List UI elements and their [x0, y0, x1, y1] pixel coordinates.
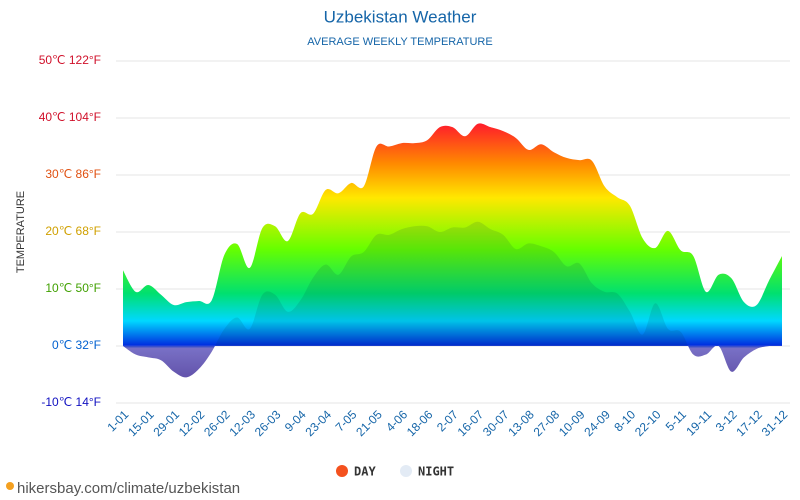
x-tick-label: 19-11	[683, 407, 714, 438]
x-tick-label: 21-05	[353, 407, 385, 439]
x-tick-label: 31-12	[759, 407, 791, 439]
x-tick-label: 12-02	[176, 407, 208, 439]
area-shade-1	[123, 221, 782, 378]
x-tick-label: 30-07	[480, 407, 512, 439]
legend-marker	[400, 465, 412, 477]
x-tick-label: 17-12	[733, 407, 765, 439]
x-tick-label: 24-09	[581, 407, 613, 439]
x-tick-label: 26-02	[201, 407, 233, 439]
x-tick-label: 12-03	[226, 407, 258, 439]
x-tick-label: 26-03	[252, 407, 284, 439]
legend-marker	[336, 465, 348, 477]
area-1	[123, 221, 782, 378]
x-tick-label: 18-06	[404, 407, 436, 439]
x-tick-label: 13-08	[505, 407, 537, 439]
y-tick-label: 40℃ 104°F	[39, 110, 101, 124]
x-tick-label: 22-10	[632, 407, 664, 439]
x-tick-label: 23-04	[303, 407, 335, 439]
y-tick-label: 0℃ 32°F	[52, 338, 101, 352]
source: hikersbay.com/climate/uzbekistan	[6, 480, 240, 497]
y-tick-label: -10℃ 14°F	[41, 395, 101, 409]
legend-label: DAY	[354, 465, 376, 479]
y-axis-label: TEMPERATURE	[15, 191, 27, 273]
source-icon	[6, 482, 14, 490]
y-tick-label: 50℃ 122°F	[39, 53, 101, 67]
x-tick-label: 15-01	[125, 407, 157, 439]
y-tick-label: 30℃ 86°F	[45, 167, 101, 181]
x-tick-label: 16-07	[455, 407, 487, 439]
chart-title: Uzbekistan Weather	[324, 7, 477, 26]
x-tick-label: 10-09	[556, 407, 588, 439]
x-tick-label: 27-08	[531, 407, 563, 439]
y-tick-label: 20℃ 68°F	[45, 224, 101, 238]
y-tick-label: 10℃ 50°F	[45, 281, 101, 295]
source-text: hikersbay.com/climate/uzbekistan	[17, 480, 240, 497]
legend-label: NIGHT	[418, 465, 454, 479]
x-tick-label: 29-01	[150, 407, 182, 439]
chart-subtitle: AVERAGE WEEKLY TEMPERATURE	[307, 36, 492, 48]
